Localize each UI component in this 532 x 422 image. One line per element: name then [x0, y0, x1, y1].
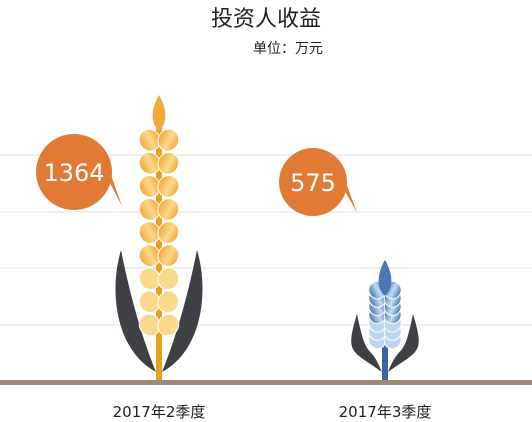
ear-tip-q3 — [378, 259, 392, 296]
grain-q2 — [138, 198, 161, 221]
grain-q2 — [138, 175, 161, 198]
grain-q2 — [138, 290, 161, 314]
category-label-q3: 2017年3季度 — [339, 403, 432, 421]
ear-tip-q2 — [152, 95, 166, 131]
leaf-right-q2 — [162, 250, 203, 372]
wheat-plant-q3 — [351, 259, 419, 380]
grain-q2 — [157, 290, 180, 314]
grain-q2 — [157, 244, 180, 267]
leaf-left-q3 — [351, 313, 382, 372]
grain-q2 — [138, 221, 161, 244]
leaf-right-q3 — [388, 313, 419, 372]
grain-q2 — [157, 175, 180, 198]
grain-q2 — [157, 221, 180, 244]
chart-unit-label: 单位：万元 — [253, 41, 323, 57]
grain-q2 — [138, 267, 161, 291]
value-label-q2: 1364 — [43, 159, 104, 187]
stem-q2 — [156, 115, 162, 380]
category-label-q2: 2017年2季度 — [113, 403, 206, 421]
leaf-left-q2 — [115, 250, 156, 372]
bubble-pointer-q3 — [336, 158, 357, 213]
bubble-circle-q2 — [36, 134, 112, 210]
grain-q2 — [157, 151, 180, 175]
grain-q2 — [138, 151, 161, 175]
value-bubble-q2: 1364 — [36, 134, 122, 210]
wheat-plant-q2 — [115, 95, 203, 380]
grain-q2 — [157, 198, 180, 221]
grain-q2 — [138, 313, 161, 337]
bubble-circle-q3 — [279, 148, 347, 216]
grain-q2 — [138, 244, 161, 267]
wheat-plants — [115, 95, 419, 380]
grid-lines — [0, 154, 532, 326]
grain-q2 — [138, 128, 161, 152]
value-bubble-q3: 575 — [279, 148, 357, 216]
grain-q2 — [157, 313, 180, 337]
bubble-pointer-q2 — [100, 145, 122, 207]
chart-title: 投资人收益 — [211, 7, 321, 32]
grain-q2 — [157, 128, 180, 152]
value-bubbles: 1364 575 — [36, 134, 357, 216]
ground-line — [0, 380, 532, 385]
value-label-q3: 575 — [290, 169, 336, 197]
grain-q2 — [157, 267, 180, 291]
